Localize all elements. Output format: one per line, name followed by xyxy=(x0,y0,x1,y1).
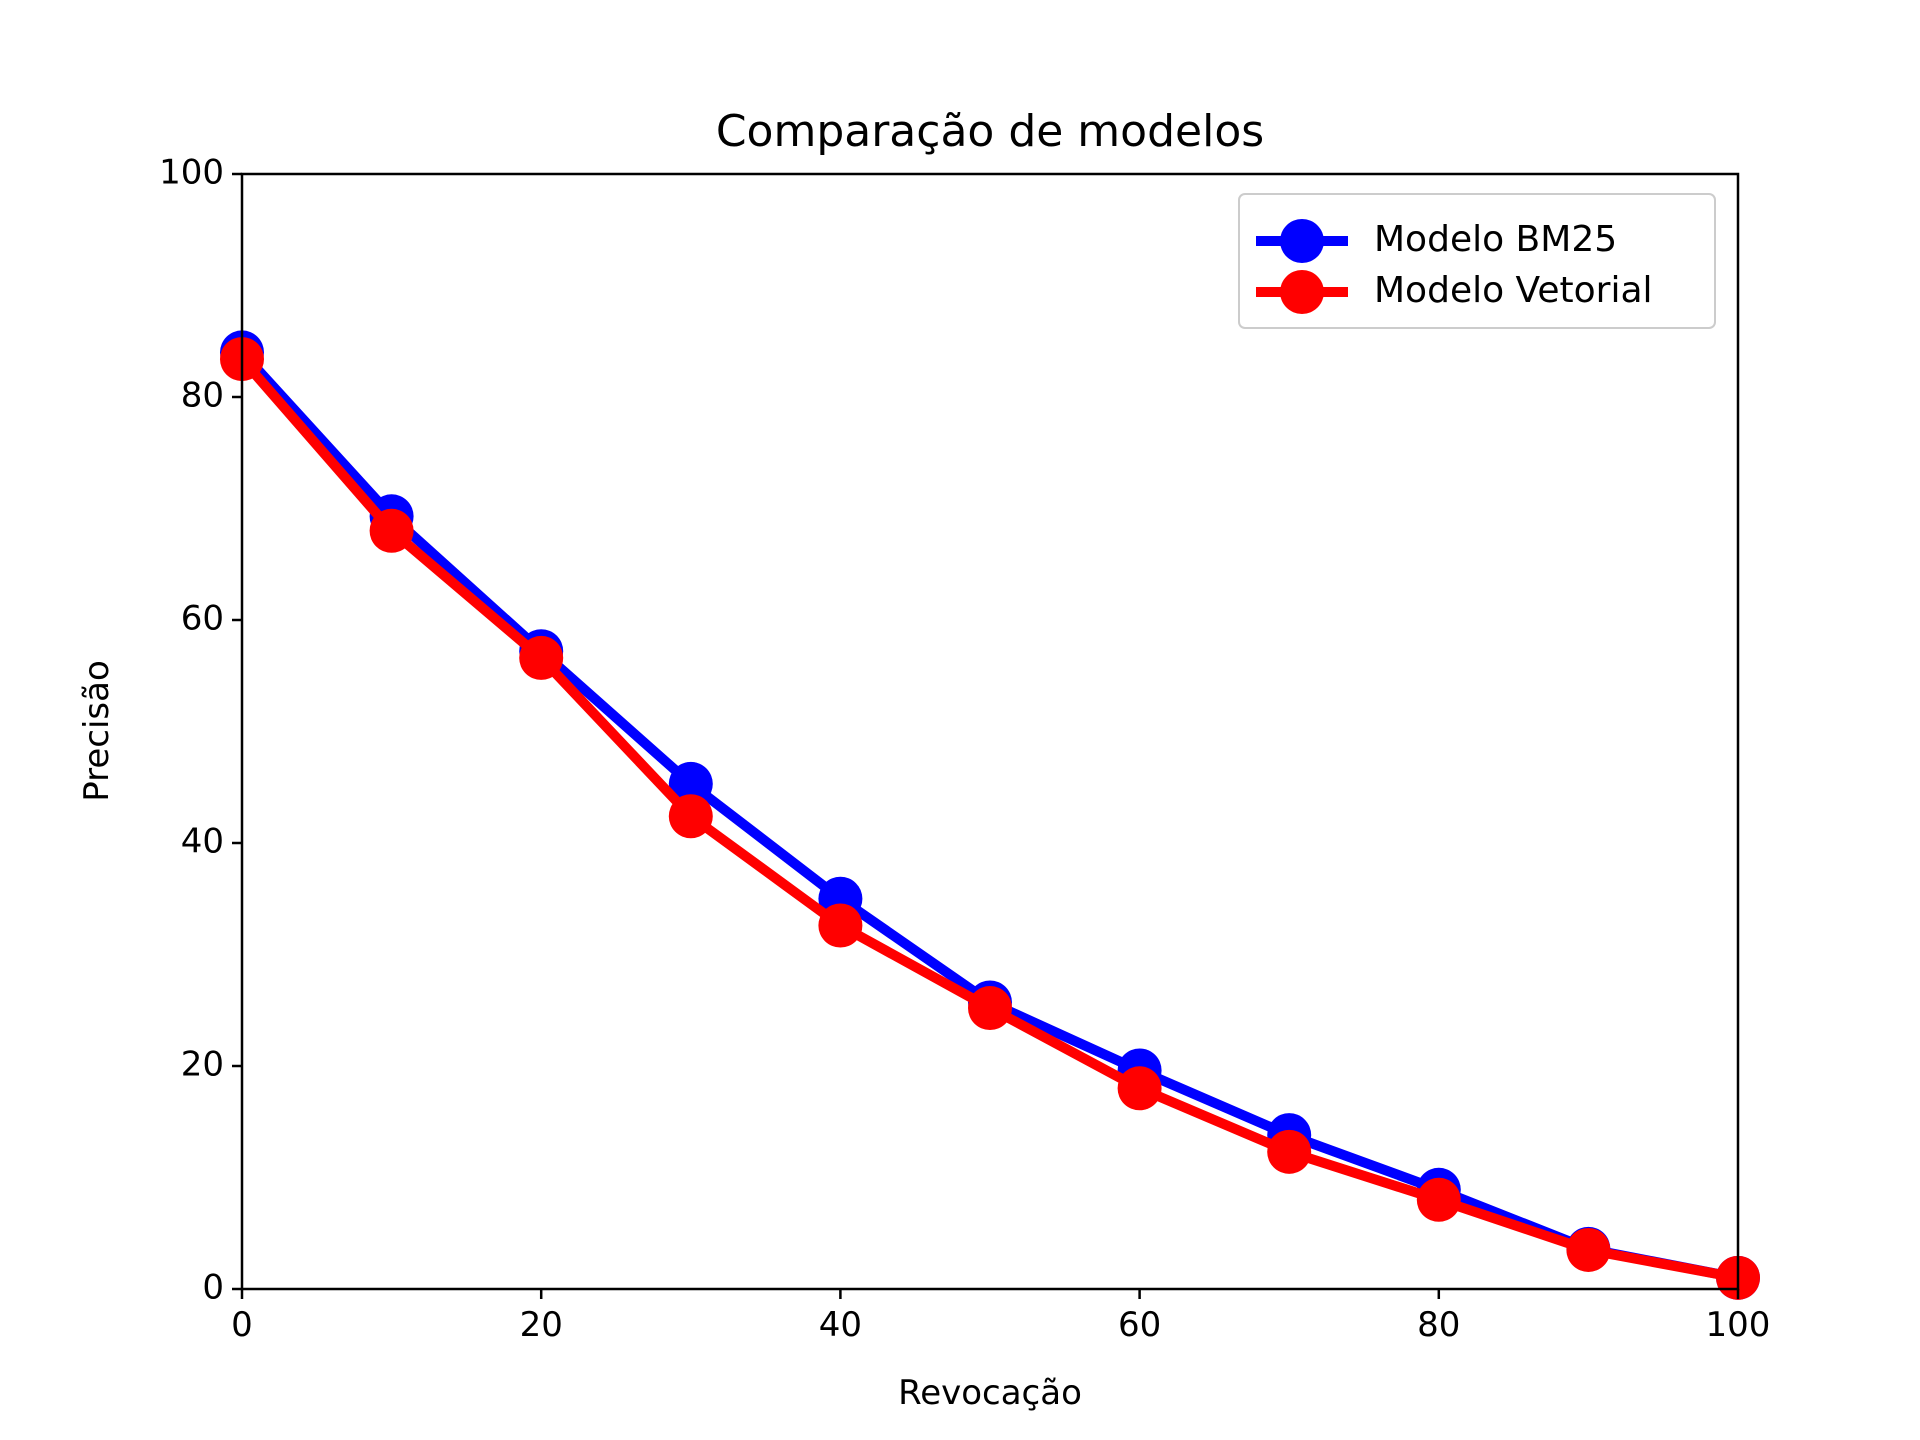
data-point xyxy=(968,986,1012,1031)
legend-marker xyxy=(1280,219,1324,263)
data-point xyxy=(668,761,713,806)
y-axis-ticks: 0 20 40 60 80 100 xyxy=(159,153,242,1308)
series-line xyxy=(238,349,1739,1283)
series-line xyxy=(238,355,1739,1283)
series-bm25 xyxy=(220,330,1760,1300)
data-point xyxy=(1566,1227,1611,1272)
data-point xyxy=(1117,1066,1162,1111)
y-tick-label: 80 xyxy=(181,376,224,416)
legend: Modelo BM25 Modelo Vetorial xyxy=(1238,193,1716,329)
chart-title: Comparação de modelos xyxy=(716,106,1264,157)
data-point xyxy=(818,903,863,948)
data-point xyxy=(1416,1177,1461,1222)
y-axis-label: Precisão xyxy=(77,660,117,802)
x-tick-label: 40 xyxy=(819,1305,862,1345)
data-point xyxy=(369,508,414,553)
legend-box xyxy=(1238,193,1716,329)
y-tick-label: 60 xyxy=(181,599,224,639)
y-tick-label: 100 xyxy=(159,153,224,193)
x-tick-label: 60 xyxy=(1118,1305,1161,1345)
x-tick-label: 0 xyxy=(231,1305,253,1345)
data-point xyxy=(668,794,713,839)
x-tick-label: 20 xyxy=(520,1305,563,1345)
plot-frame xyxy=(240,172,1740,1291)
y-tick-label: 40 xyxy=(181,822,224,862)
y-tick-label: 20 xyxy=(181,1045,224,1085)
x-tick-label: 80 xyxy=(1417,1305,1460,1345)
series-vetorial xyxy=(220,337,1760,1300)
data-point xyxy=(1267,1129,1312,1174)
legend-label-vetorial: Modelo Vetorial xyxy=(1374,270,1653,311)
x-tick-label: 100 xyxy=(1706,1305,1771,1345)
y-tick-label: 0 xyxy=(202,1268,224,1308)
legend-label-bm25: Modelo BM25 xyxy=(1374,219,1617,260)
plot-area xyxy=(220,330,1760,1300)
x-axis-ticks: 0 20 40 60 80 100 xyxy=(231,1289,1770,1345)
legend-marker xyxy=(1280,270,1324,314)
x-axis-label: Revocação xyxy=(898,1373,1082,1413)
data-point xyxy=(519,635,564,680)
